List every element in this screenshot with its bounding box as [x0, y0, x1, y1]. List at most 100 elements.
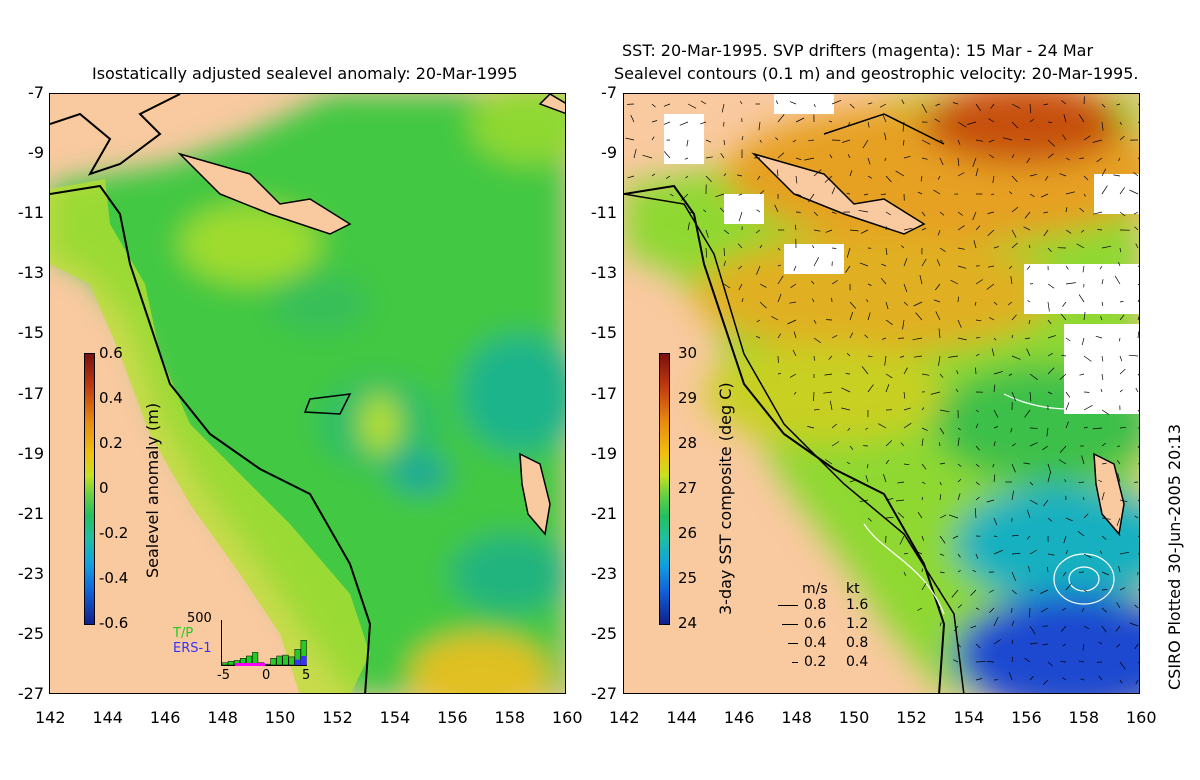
velocity-arrow	[975, 279, 983, 285]
shelf-band	[50, 179, 370, 693]
velocity-arrow	[829, 154, 833, 159]
velocity-arrow	[948, 355, 959, 358]
velocity-arrow	[1128, 354, 1139, 357]
velocity-arrow	[651, 136, 655, 141]
velocity-arrow	[957, 121, 967, 128]
velocity-arrow	[1079, 660, 1085, 663]
velocity-arrow	[813, 229, 821, 232]
velocity-arrow	[884, 157, 887, 162]
velocity-arrow	[841, 407, 851, 411]
velocity-arrow	[813, 408, 820, 411]
velocity-arrow	[1119, 247, 1121, 253]
velocity-arrow	[845, 265, 851, 273]
velocity-arrow	[793, 265, 797, 271]
velocity-arrow	[1096, 157, 1103, 163]
velocity-arrow	[1026, 157, 1031, 164]
velocity-arrow	[1028, 319, 1031, 325]
velocity-arrow	[957, 172, 965, 177]
colorbar-tick-label: 25	[678, 569, 698, 587]
velocity-arrow	[787, 319, 797, 325]
y-tick-label: -17	[590, 383, 617, 403]
velocity-arrow	[1119, 301, 1124, 303]
velocity-arrow	[825, 229, 833, 233]
velocity-arrow	[970, 589, 977, 596]
velocity-arrow	[795, 117, 805, 123]
velocity-arrow	[921, 463, 927, 470]
histogram-series-tp: T/P	[173, 626, 194, 641]
velocity-arrow	[685, 175, 689, 179]
velocity-arrow	[939, 211, 945, 216]
velocity-arrow	[813, 257, 820, 267]
velocity-arrow	[903, 571, 907, 576]
velocity-arrow	[913, 301, 923, 307]
velocity-arrow	[1101, 589, 1108, 591]
velocity-arrow	[1027, 300, 1031, 303]
velocity-arrow	[1010, 276, 1013, 285]
velocity-arrow	[1137, 499, 1139, 502]
velocity-arrow	[975, 367, 977, 375]
velocity-arrow	[921, 227, 927, 231]
velocity-arrow	[859, 262, 869, 267]
velocity-arrow	[957, 437, 960, 447]
velocity-arrow	[1114, 275, 1121, 285]
velocity-arrow	[1119, 187, 1126, 195]
velocity-arrow	[723, 247, 725, 257]
velocity-arrow	[957, 319, 962, 328]
velocity-arrow	[1047, 247, 1052, 253]
velocity-arrow	[975, 553, 979, 559]
velocity-arrow	[651, 103, 656, 108]
velocity-arrow	[885, 459, 890, 465]
velocity-arrow	[795, 175, 798, 184]
velocity-arrow	[993, 426, 998, 429]
velocity-arrow	[1097, 229, 1103, 231]
velocity-arrow	[1029, 607, 1031, 618]
velocity-arrow	[939, 247, 946, 252]
velocity-arrow	[903, 227, 913, 231]
velocity-arrow	[1026, 348, 1031, 357]
velocity-arrow	[903, 463, 910, 466]
velocity-arrow	[1134, 226, 1139, 231]
velocity-arrow	[989, 317, 995, 321]
velocity-arrow	[813, 337, 822, 344]
velocity-arrow	[1135, 679, 1139, 685]
velocity-arrow	[1047, 139, 1056, 147]
velocity-arrow	[1029, 442, 1038, 447]
velocity-arrow	[972, 211, 977, 221]
histogram-bar-tp	[282, 654, 289, 666]
velocity-arrow	[1065, 265, 1069, 270]
velocity-arrow	[1060, 313, 1067, 321]
velocity-arrow	[1134, 643, 1139, 649]
plot-credit: CSIRO Plotted 30-Jun-2005 20:13	[1165, 423, 1184, 690]
velocity-arrow	[794, 224, 797, 231]
velocity-arrow	[1024, 211, 1031, 219]
histogram-bar-ers	[300, 656, 307, 665]
velocity-arrow	[939, 409, 950, 413]
velocity-arrow	[901, 99, 905, 105]
x-tick-label: 160	[1126, 708, 1157, 727]
velocity-arrow	[867, 283, 872, 286]
velocity-arrow	[1047, 335, 1057, 339]
ocean-field	[50, 94, 565, 693]
velocity-arrow	[939, 622, 942, 627]
velocity-arrow	[1011, 534, 1019, 537]
velocity-arrow	[866, 299, 869, 303]
velocity-arrow	[1060, 660, 1067, 663]
velocity-arrow	[1119, 499, 1128, 503]
velocity-arrow	[974, 508, 977, 519]
velocity-arrow	[756, 265, 761, 275]
velocity-arrow	[1029, 676, 1034, 681]
colorbar-tick-label: 30	[678, 344, 698, 362]
velocity-arrow	[849, 103, 855, 109]
velocity-arrow	[895, 499, 905, 502]
velocity-arrow	[993, 549, 1004, 555]
velocity-arrow	[939, 427, 945, 435]
colorbar-tick-label: 28	[678, 434, 698, 452]
velocity-arrow	[1047, 283, 1055, 289]
velocity-arrow	[993, 474, 996, 483]
velocity-arrow	[705, 229, 709, 238]
velocity-arrow	[813, 103, 816, 108]
velocity-arrow	[867, 157, 871, 165]
velocity-arrow	[903, 258, 908, 267]
velocity-arrow	[1047, 121, 1053, 123]
velocity-arrow	[1119, 551, 1129, 555]
